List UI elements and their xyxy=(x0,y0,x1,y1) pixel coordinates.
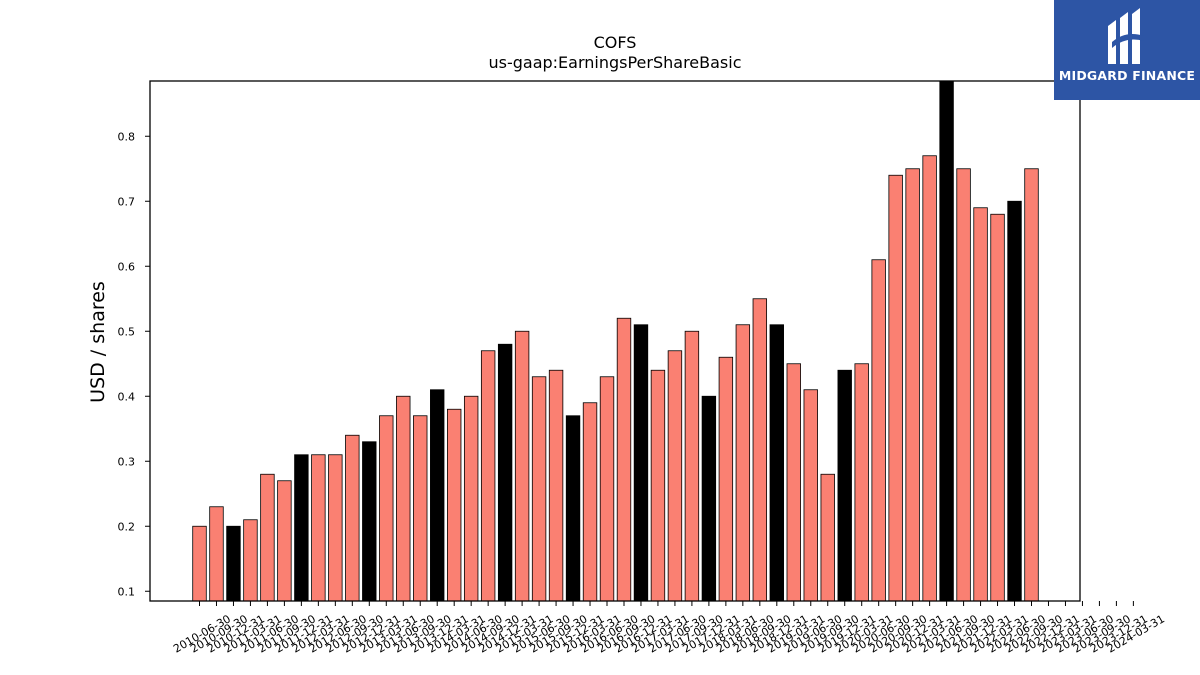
bar-2020-09-30 xyxy=(888,174,903,602)
bar-2010-12-31 xyxy=(226,525,241,602)
brand-name: MIDGARD FINANCE xyxy=(1058,68,1196,83)
bar-2020-12-31 xyxy=(905,168,920,602)
chart-subtitle: us-gaap:EarningsPerShareBasic xyxy=(488,53,741,72)
y-tick-label: 0.8 xyxy=(118,130,136,143)
bar-2016-12-31 xyxy=(633,324,649,602)
bars-group xyxy=(192,80,1039,602)
bar-2014-12-31 xyxy=(497,343,513,602)
bar-2018-06-30 xyxy=(735,324,751,602)
bar-2021-06-30 xyxy=(939,80,954,602)
y-tick-label: 0.4 xyxy=(118,390,136,403)
bar-2019-12-31 xyxy=(837,369,852,602)
bar-2016-09-30 xyxy=(616,317,632,602)
brand-logo: MIDGARD FINANCE xyxy=(1054,0,1200,100)
bar-2010-06-30 xyxy=(192,525,207,602)
bar-2019-03-31 xyxy=(786,363,801,602)
bar-2013-12-31 xyxy=(430,389,445,602)
bar-2022-06-30 xyxy=(1007,200,1022,602)
bar-2014-09-30 xyxy=(480,350,496,602)
bar-2015-12-31 xyxy=(565,415,581,602)
bar-2021-09-30 xyxy=(956,168,971,602)
bar-2013-06-30 xyxy=(396,395,411,602)
bar-2017-03-31 xyxy=(650,369,666,602)
bar-2015-09-30 xyxy=(548,369,564,602)
y-tick-label: 0.6 xyxy=(118,260,136,273)
bar-2022-09-30 xyxy=(1024,168,1039,602)
bar-2011-06-30 xyxy=(260,473,275,602)
bar-2013-03-31 xyxy=(379,415,394,602)
bar-2012-09-30 xyxy=(345,434,360,602)
y-tick-label: 0.5 xyxy=(118,325,136,338)
bar-2011-09-30 xyxy=(277,480,292,602)
bar-2016-03-31 xyxy=(582,402,598,602)
bar-2012-06-30 xyxy=(328,454,343,602)
chart-title: COFS xyxy=(594,33,637,52)
bar-2017-09-30 xyxy=(684,330,700,602)
bar-2020-03-31 xyxy=(854,363,869,602)
bar-2017-06-30 xyxy=(667,350,683,602)
y-tick-label: 0.1 xyxy=(118,585,136,598)
bar-2010-09-30 xyxy=(209,506,224,602)
x-axis: 2010-06-302010-09-302010-12-312011-03-31… xyxy=(171,601,1167,656)
y-axis-label: USD / shares xyxy=(87,281,109,403)
y-tick-label: 0.3 xyxy=(118,455,136,468)
bar-2015-03-31 xyxy=(514,330,530,602)
bar-2013-09-30 xyxy=(413,415,428,602)
y-axis: 0.1 0.2 0.3 0.4 0.5 0.6 0.7 0.8 xyxy=(118,130,150,598)
bar-2021-03-31 xyxy=(922,155,937,602)
bar-2011-03-31 xyxy=(243,519,258,602)
bar-2018-12-31 xyxy=(769,324,784,602)
bar-2018-03-31 xyxy=(718,356,734,602)
bar-2019-09-30 xyxy=(820,473,835,602)
bar-2018-09-30 xyxy=(752,298,768,602)
bar-2014-06-30 xyxy=(463,395,479,602)
bar-2017-12-31 xyxy=(701,395,717,602)
bar-2011-12-31 xyxy=(294,454,309,602)
plot-frame xyxy=(149,80,1081,602)
bar-2012-12-31 xyxy=(362,441,377,602)
bar-2022-03-31 xyxy=(990,213,1005,602)
y-tick-label: 0.7 xyxy=(118,195,136,208)
midgard-m-logo-icon xyxy=(1108,8,1144,64)
bar-2021-12-31 xyxy=(973,207,988,602)
y-tick-label: 0.2 xyxy=(118,520,136,533)
bar-2014-03-31 xyxy=(446,408,462,602)
bar-2016-06-30 xyxy=(599,376,615,602)
bar-2012-03-31 xyxy=(311,454,326,602)
bar-2015-06-30 xyxy=(531,376,547,602)
bar-2020-06-30 xyxy=(871,259,886,602)
bar-2019-06-30 xyxy=(803,389,818,602)
